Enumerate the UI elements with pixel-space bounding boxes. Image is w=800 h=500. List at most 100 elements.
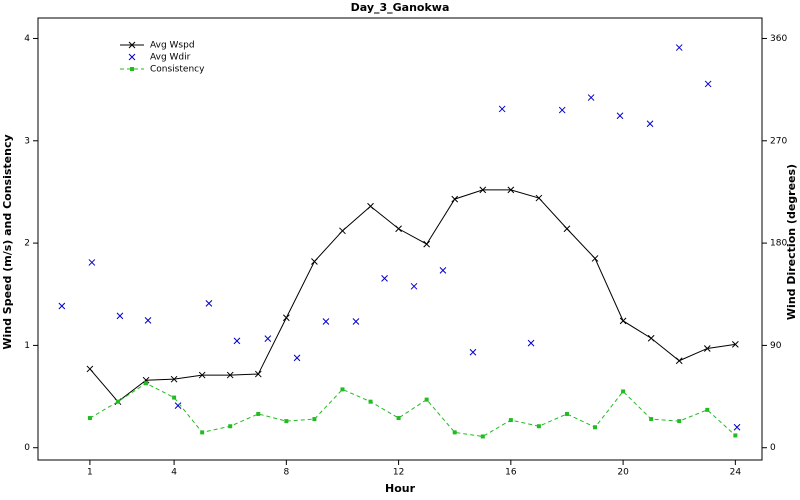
data-point (480, 434, 485, 439)
data-point (616, 112, 624, 120)
data-point (340, 387, 345, 392)
data-point (233, 337, 241, 345)
data-point (498, 105, 506, 113)
data-point (172, 395, 177, 400)
data-point (198, 371, 206, 379)
data-point (368, 399, 373, 404)
data-point (647, 334, 655, 342)
data-point (410, 282, 418, 290)
x-tick-label: 1 (87, 468, 93, 478)
data-point (704, 80, 712, 88)
data-point (675, 44, 683, 51)
y-tick-label: 3 (24, 136, 30, 146)
y2-tick-label: 0 (770, 443, 776, 453)
data-point (439, 267, 447, 274)
y-tick-label: 4 (24, 34, 30, 44)
data-point (86, 365, 94, 373)
data-point (293, 354, 301, 362)
data-point (733, 423, 741, 431)
data-point (424, 397, 429, 402)
data-point (563, 225, 571, 233)
legend-marker (128, 41, 136, 49)
data-point (256, 411, 261, 416)
legend-label: Avg Wspd (150, 41, 195, 51)
y-axis-label: Wind Speed (m/s) and Consistency (1, 134, 14, 349)
data-point (451, 195, 459, 203)
data-point (367, 202, 374, 210)
data-point (322, 318, 330, 325)
data-point (312, 417, 317, 422)
data-point (395, 225, 402, 233)
data-point (619, 317, 627, 325)
data-point (452, 430, 457, 435)
data-point (88, 259, 96, 266)
legend-marker (130, 67, 134, 71)
data-point (264, 335, 272, 342)
data-point (675, 357, 683, 365)
x-tick-label: 8 (283, 468, 289, 478)
series-line (89, 189, 736, 403)
data-point (558, 106, 566, 114)
data-point (174, 402, 182, 410)
data-point (228, 424, 233, 429)
data-point (115, 399, 120, 404)
data-point (646, 120, 654, 128)
data-point (479, 186, 487, 194)
y2-tick-label: 180 (770, 239, 787, 249)
data-point (200, 430, 205, 435)
y-tick-label: 1 (24, 341, 30, 351)
data-point (731, 341, 739, 348)
data-point (226, 371, 234, 379)
data-point (339, 227, 346, 235)
series-line (89, 382, 736, 437)
y2-tick-label: 90 (770, 341, 782, 351)
data-point (649, 417, 654, 422)
data-point (58, 302, 66, 310)
data-point (591, 255, 599, 262)
y2-axis-label: Wind Direction (degrees) (785, 164, 798, 320)
data-point (703, 345, 711, 352)
x-axis-label: Hour (385, 482, 416, 495)
data-point (144, 317, 152, 324)
x-tick-label: 12 (393, 468, 404, 478)
data-point (87, 416, 92, 421)
data-point (254, 370, 262, 378)
data-point (677, 419, 682, 424)
legend-label: Avg Wdir (150, 53, 191, 63)
x-tick-label: 16 (505, 468, 517, 478)
data-point (311, 258, 318, 265)
data-point (282, 314, 290, 322)
legend-marker (128, 53, 136, 61)
data-point (507, 186, 515, 194)
data-point (170, 375, 178, 383)
data-point (284, 419, 289, 424)
data-point (116, 312, 124, 320)
data-point (144, 381, 149, 386)
data-point (205, 299, 213, 307)
y-tick-label: 2 (24, 239, 30, 249)
data-point (587, 94, 595, 101)
data-point (508, 418, 513, 423)
plot-frame (37, 17, 763, 461)
data-point (536, 424, 541, 429)
y2-tick-label: 360 (770, 34, 787, 44)
data-point (423, 240, 431, 248)
data-point (469, 348, 477, 356)
data-point (705, 407, 710, 412)
chart-title: Day_3_Ganokwa (351, 1, 450, 14)
x-tick-label: 20 (617, 468, 629, 478)
y2-tick-label: 270 (770, 136, 787, 146)
data-point (527, 339, 535, 347)
data-point (396, 416, 401, 421)
x-tick-label: 24 (730, 468, 742, 478)
y-tick-label: 0 (24, 443, 30, 453)
data-point (535, 194, 543, 202)
data-point (733, 433, 738, 438)
data-point (593, 425, 598, 430)
data-point (352, 318, 360, 325)
data-point (564, 411, 569, 416)
data-point (621, 389, 626, 394)
data-point (381, 274, 388, 282)
legend-label: Consistency (150, 65, 205, 75)
